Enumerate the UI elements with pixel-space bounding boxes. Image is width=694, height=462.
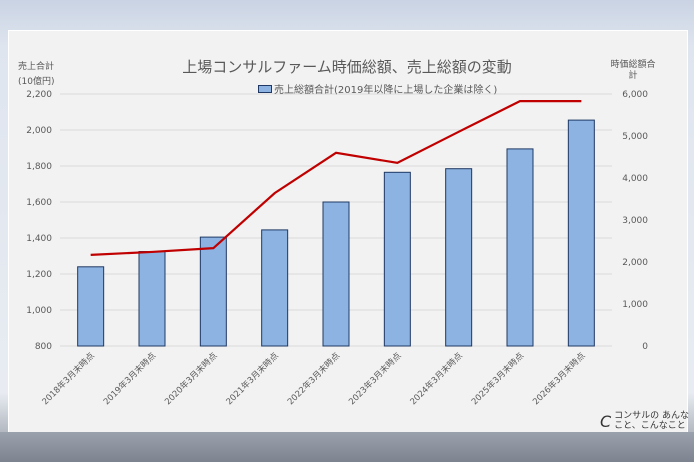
watermark-logo: C コンサルの あんなこと、こんなこと: [600, 411, 690, 431]
bar: [261, 229, 289, 347]
bottom-bar: [0, 432, 694, 462]
legend-swatch: [258, 84, 272, 93]
left-tick-label: 1,200: [26, 270, 52, 280]
right-tick-label: 6,000: [622, 90, 648, 100]
right-tick-label: 1,000: [622, 300, 648, 310]
left-tick-label: 1,000: [26, 306, 52, 316]
bar: [383, 171, 411, 347]
x-tick-label: 2019年3月末時点: [101, 350, 158, 407]
bar: [567, 119, 595, 347]
bar: [322, 201, 350, 347]
left-tick-label: 1,800: [26, 162, 52, 172]
x-tick-label: 2022年3月末時点: [285, 350, 342, 407]
left-tick-label: 2,200: [26, 90, 52, 100]
bar: [199, 236, 227, 347]
bar: [445, 168, 473, 347]
x-tick-label: 2026年3月末時点: [530, 350, 587, 407]
left-axis-label: 売上合計 (10億円): [18, 62, 55, 87]
legend-label: 売上総額合計(2019年以降に上場した企業は除く): [274, 85, 498, 96]
right-tick-label: 0: [642, 342, 648, 352]
left-tick-label: 800: [35, 342, 52, 352]
bar: [138, 251, 166, 347]
right-tick-label: 5,000: [622, 132, 648, 142]
right-tick-label: 2,000: [622, 258, 648, 268]
x-tick-label: 2018年3月末時点: [40, 350, 97, 407]
x-tick-label: 2021年3月末時点: [224, 350, 281, 407]
chart-title: 上場コンサルファーム時価総額、売上総額の変動: [182, 58, 512, 76]
bar: [77, 266, 105, 347]
x-tick-label: 2020年3月末時点: [162, 350, 219, 407]
bar: [506, 148, 534, 347]
right-tick-label: 4,000: [622, 174, 648, 184]
right-tick-label: 3,000: [622, 216, 648, 226]
line-series: [90, 100, 582, 256]
x-tick-label: 2023年3月末時点: [346, 350, 403, 407]
left-tick-label: 1,400: [26, 234, 52, 244]
legend: 売上総額合計(2019年以降に上場した企業は除く): [258, 81, 497, 96]
x-tick-label: 2024年3月末時点: [408, 350, 465, 407]
right-axis-label: 時価総額合計: [610, 60, 656, 81]
x-tick-label: 2025年3月末時点: [469, 350, 526, 407]
left-tick-label: 2,000: [26, 126, 52, 136]
left-tick-label: 1,600: [26, 198, 52, 208]
